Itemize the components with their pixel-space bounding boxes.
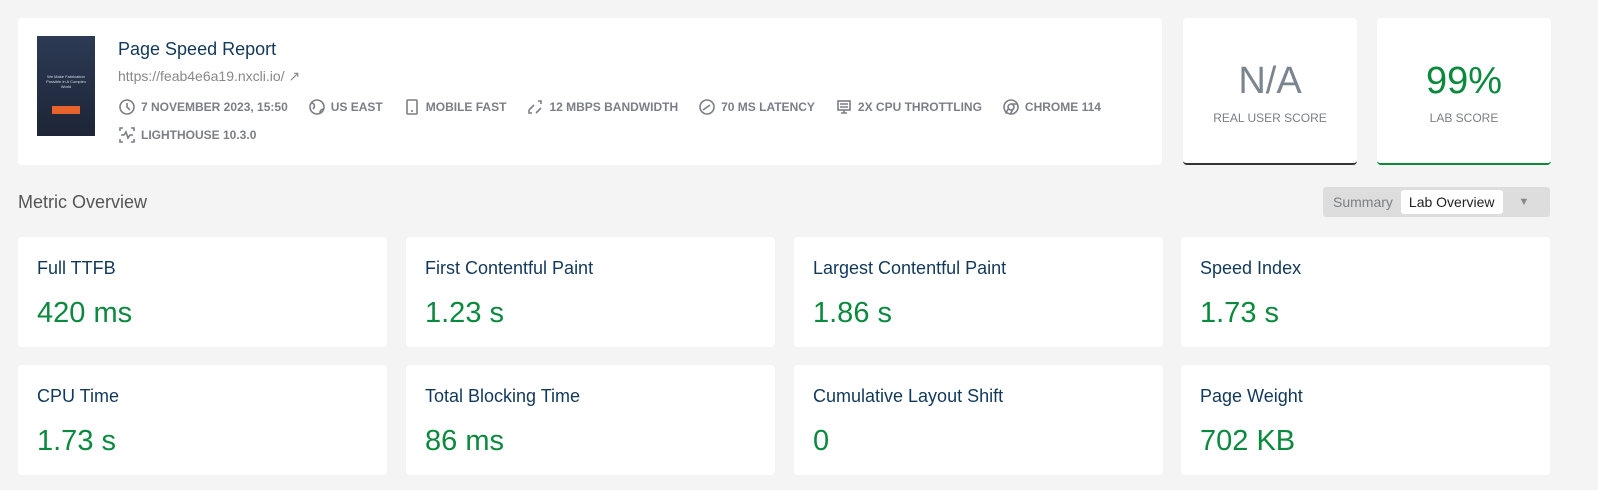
metric-card[interactable]: Cumulative Layout Shift 0 [794, 365, 1163, 475]
lab-score-card[interactable]: 99% LAB SCORE [1377, 18, 1551, 165]
metric-value: 1.23 s [425, 297, 504, 329]
mobile-icon [405, 99, 418, 115]
report-title: Page Speed Report [118, 39, 277, 59]
metric-name: Full TTFB [37, 258, 116, 278]
metric-name: First Contentful Paint [425, 258, 594, 278]
metric-name: Total Blocking Time [425, 386, 581, 406]
real-user-score-card[interactable]: N/A REAL USER SCORE [1183, 18, 1357, 165]
report-header: We Make Fabrication Possible In A Comple… [18, 18, 1162, 165]
metric-value: 86 ms [425, 425, 504, 457]
metric-card[interactable]: Total Blocking Time 86 ms [406, 365, 775, 475]
latency-icon [699, 99, 715, 115]
toggle-summary[interactable]: Summary [1333, 194, 1393, 210]
meta-item: 2X CPU THROTTLING [835, 98, 982, 116]
metric-card[interactable]: First Contentful Paint 1.23 s [406, 237, 775, 347]
metric-card[interactable]: Speed Index 1.73 s [1181, 237, 1550, 347]
metric-card[interactable]: Largest Contentful Paint 1.86 s [794, 237, 1163, 347]
page-thumbnail: We Make Fabrication Possible In A Comple… [37, 36, 95, 136]
metric-value: 702 KB [1200, 425, 1296, 457]
globe-icon [308, 99, 325, 115]
metric-value: 1.73 s [1200, 297, 1279, 329]
metric-name: Largest Contentful Paint [813, 258, 1007, 278]
toggle-lab-overview[interactable]: Lab Overview [1400, 190, 1503, 214]
metric-value: 1.73 s [37, 425, 116, 457]
meta-item: LIGHTHOUSE 10.3.0 [118, 126, 256, 144]
metric-name: Page Weight [1200, 386, 1303, 406]
external-link-icon[interactable]: ↗ [288, 68, 301, 84]
chevron-down-icon[interactable]: ▼ [1518, 196, 1530, 208]
clock-icon [119, 99, 135, 115]
report-meta: 7 NOVEMBER 2023, 15:50 US EAST MOBILE FAST… [118, 98, 1158, 144]
metric-name: Speed Index [1200, 258, 1302, 278]
metric-name: Cumulative Layout Shift [813, 386, 1004, 406]
meta-item: US EAST [308, 98, 383, 116]
cpu-icon [837, 100, 851, 114]
chrome-icon [1003, 99, 1019, 115]
metric-value: 1.86 s [813, 297, 892, 329]
report-url[interactable]: https://feab4e6a19.nxcli.io/ ↗ [118, 68, 301, 84]
metric-card[interactable]: Full TTFB 420 ms [18, 237, 387, 347]
section-title: Metric Overview [18, 192, 148, 212]
view-toggle[interactable]: Summary Lab Overview ▼ [1323, 187, 1550, 217]
metric-card[interactable]: CPU Time 1.73 s [18, 365, 387, 475]
metric-name: CPU Time [37, 386, 120, 406]
bandwidth-icon [528, 100, 543, 114]
meta-item: CHROME 114 [1002, 98, 1101, 116]
meta-item: MOBILE FAST [403, 98, 506, 116]
meta-item: 7 NOVEMBER 2023, 15:50 [118, 98, 288, 116]
metric-card[interactable]: Page Weight 702 KB [1181, 365, 1550, 475]
meta-item: 70 MS LATENCY [698, 98, 815, 116]
metric-value: 0 [813, 425, 830, 457]
lighthouse-icon [119, 127, 135, 143]
metric-value: 420 ms [37, 297, 133, 329]
meta-item: 12 MBPS BANDWIDTH [526, 98, 678, 116]
